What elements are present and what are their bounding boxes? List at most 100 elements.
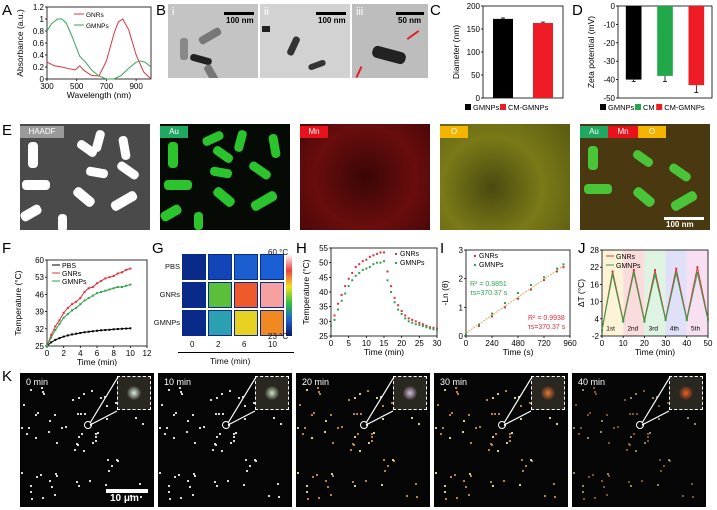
svg-text:25: 25 — [415, 339, 424, 348]
svg-text:Time (min): Time (min) — [77, 357, 117, 366]
time-axis — [178, 352, 294, 353]
row-label: GMNPs — [153, 318, 180, 327]
thermal-cell — [182, 310, 206, 336]
zoom-inset — [255, 376, 289, 410]
svg-text:-30: -30 — [603, 57, 615, 66]
svg-text:3rd: 3rd — [649, 325, 659, 332]
map-tag: O — [638, 126, 666, 138]
panel-g-thermal-images: PBS GNRs GMNPs 60 °C 23 °C 0 2 6 10 Time (min) — [150, 240, 300, 368]
svg-text:5: 5 — [346, 339, 351, 348]
target-particle-circle — [84, 421, 92, 429]
svg-text:1: 1 — [40, 15, 45, 24]
zoom-inset — [393, 376, 427, 410]
svg-text:40: 40 — [682, 339, 691, 348]
svg-text:4: 4 — [78, 349, 83, 358]
svg-text:CM-GMNPs: CM-GMNPs — [508, 103, 549, 112]
svg-text:20: 20 — [640, 339, 649, 348]
svg-text:0.6: 0.6 — [33, 39, 45, 48]
svg-text:Absorbance (a.u.): Absorbance (a.u.) — [15, 9, 25, 77]
zoom-inset — [531, 376, 565, 410]
svg-text:150: 150 — [467, 25, 481, 34]
svg-text:Zeta potential (mV): Zeta potential (mV) — [586, 16, 596, 88]
svg-text:GNRs: GNRs — [479, 253, 499, 260]
frame-time-label: 10 min — [164, 377, 192, 387]
svg-text:GMNPs: GMNPs — [608, 103, 635, 112]
svg-text:10: 10 — [362, 339, 371, 348]
svg-text:240: 240 — [485, 339, 499, 348]
svg-text:480: 480 — [511, 339, 525, 348]
thermal-cell — [234, 310, 258, 336]
map-tag: Au — [160, 126, 188, 138]
tem-image-iii: iii 50 nm — [352, 4, 428, 78]
haadf-map: HAADF — [20, 124, 150, 230]
svg-text:GNRs: GNRs — [62, 271, 82, 278]
svg-text:46: 46 — [35, 290, 44, 299]
red-arrow-icon — [355, 66, 363, 78]
panel-a-absorbance-chart: 0 0.2 0.4 0.6 0.8 1 1.2 300 500 700 900Wavelength … — [15, 3, 152, 100]
panel-j-letter: J — [578, 240, 586, 257]
thermal-cell — [260, 282, 284, 308]
thermal-cell — [182, 254, 206, 280]
svg-text:30: 30 — [661, 339, 670, 348]
panel-b-letter: B — [156, 2, 167, 19]
svg-text:60: 60 — [35, 256, 44, 265]
svg-text:-20: -20 — [603, 39, 615, 48]
svg-text:16: 16 — [590, 280, 599, 289]
svg-text:Temperature (°C): Temperature (°C) — [13, 270, 23, 335]
tem-label: i — [172, 6, 175, 18]
svg-text:10: 10 — [619, 339, 628, 348]
col-label: 2 — [216, 340, 221, 349]
svg-text:0.8: 0.8 — [33, 27, 45, 36]
svg-text:0: 0 — [611, 2, 616, 11]
panel-d-letter: D — [572, 2, 583, 19]
thermal-cell — [260, 310, 284, 336]
frame-time-label: 0 min — [26, 377, 49, 387]
zoom-inset — [669, 376, 703, 410]
svg-text:0: 0 — [329, 339, 334, 348]
svg-text:30: 30 — [319, 317, 328, 326]
svg-text:3: 3 — [459, 246, 464, 255]
svg-text:GMNPs: GMNPs — [479, 262, 504, 269]
svg-text:40: 40 — [319, 288, 328, 297]
svg-text:Wavelength (nm): Wavelength (nm) — [67, 90, 132, 100]
scale-bar-label: 10 μm — [110, 493, 139, 504]
svg-text:τs=370.37 s: τs=370.37 s — [470, 290, 508, 297]
svg-text:200: 200 — [467, 2, 481, 11]
svg-text:GNRs: GNRs — [86, 12, 104, 19]
svg-text:GMNPs: GMNPs — [616, 263, 641, 270]
svg-text:-10: -10 — [603, 20, 615, 29]
svg-text:1st: 1st — [606, 325, 615, 332]
row-label: PBS — [164, 262, 180, 271]
target-particle-circle — [636, 421, 644, 429]
svg-text:50: 50 — [471, 71, 480, 80]
scale-bar — [396, 12, 424, 15]
svg-text:700: 700 — [100, 82, 114, 91]
col-label: 0 — [190, 340, 195, 349]
red-arrow-icon — [406, 30, 420, 40]
svg-text:Time (min): Time (min) — [364, 347, 404, 357]
svg-text:GMNPs: GMNPs — [62, 279, 87, 286]
colorbar — [286, 254, 292, 336]
panel-g-letter: G — [152, 240, 164, 257]
thermal-cell — [208, 282, 232, 308]
o-map: O — [440, 124, 570, 230]
svg-text:ΔT (°C): ΔT (°C) — [578, 279, 586, 307]
scale-bar — [224, 12, 254, 15]
svg-text:30: 30 — [433, 339, 442, 348]
svg-text:GMNPs: GMNPs — [400, 260, 425, 267]
svg-text:Time (s): Time (s) — [503, 347, 534, 357]
panel-k-letter: K — [2, 368, 13, 385]
panel-f-letter: F — [2, 240, 12, 257]
panel-i-letter: I — [440, 240, 445, 257]
frame-time-label: 30 min — [440, 377, 468, 387]
svg-text:8: 8 — [111, 349, 116, 358]
svg-text:0: 0 — [45, 349, 50, 358]
svg-text:55: 55 — [319, 244, 328, 253]
svg-text:1.2: 1.2 — [33, 3, 45, 12]
svg-text:0: 0 — [600, 339, 605, 348]
svg-text:0: 0 — [464, 339, 469, 348]
panel-e-letter: E — [2, 122, 13, 139]
colorbar-label: 60 °C — [268, 248, 289, 257]
thermal-cell — [208, 254, 232, 280]
